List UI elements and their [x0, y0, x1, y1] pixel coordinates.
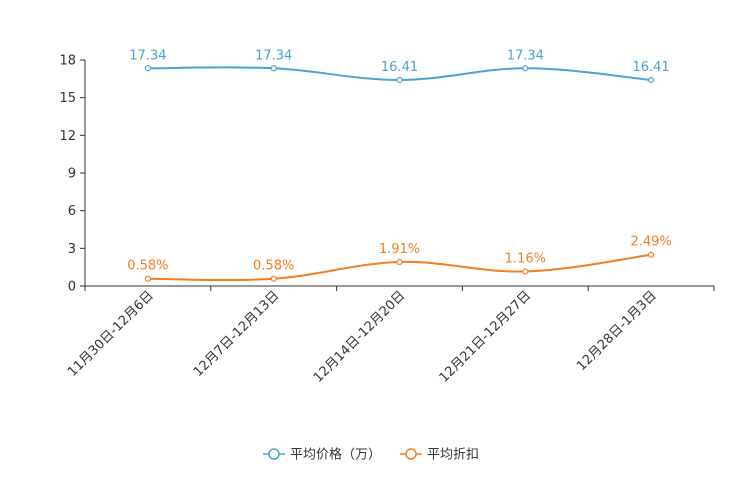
data-point[interactable]: [270, 65, 277, 72]
data-label: 16.41: [632, 60, 669, 75]
data-label: 1.91%: [379, 242, 420, 257]
y-tick-label: 0: [68, 280, 76, 295]
data-label: 17.34: [507, 48, 544, 63]
data-label: 2.49%: [630, 235, 671, 250]
legend-label: 平均折扣: [427, 448, 479, 463]
data-point[interactable]: [522, 268, 529, 275]
series-points-group: [144, 65, 655, 282]
x-tick-label: 12月14日-12月20日: [311, 288, 408, 385]
x-tick-label: 11月30日-12月6日: [65, 288, 157, 380]
data-label: 17.34: [129, 48, 166, 63]
y-tick-label: 12: [59, 129, 76, 144]
data-label: 16.41: [381, 60, 418, 75]
legend-item-1[interactable]: 平均折扣: [400, 448, 479, 463]
data-point[interactable]: [396, 76, 403, 84]
legend-marker-icon: [405, 448, 417, 460]
axes-group: 0 3 6 9 12 15 18 11月30日-12月6日 12月7日-12月13日 12月14日…: [59, 54, 715, 386]
legend-marker-icon: [268, 448, 280, 460]
data-label: 1.16%: [505, 251, 546, 266]
data-label: 17.34: [255, 48, 292, 63]
y-tick-label: 6: [68, 204, 76, 219]
series-line-1: [147, 253, 652, 282]
x-tick-label: 12月28日-1月3日: [574, 288, 660, 374]
legend-label: 平均价格（万）: [290, 447, 381, 463]
data-label: 0.58%: [127, 259, 168, 274]
data-point[interactable]: [270, 275, 277, 282]
legend[interactable]: 平均价格（万） 平均折扣: [263, 447, 479, 463]
y-tick-label: 3: [68, 242, 76, 257]
y-tick-label: 18: [59, 54, 76, 69]
data-point[interactable]: [396, 258, 403, 266]
y-tick-label: 15: [59, 91, 76, 106]
series-labels-group: 17.34 17.34 16.41 17.34 16.41 0.58% 0.58% 1.91%…: [127, 48, 672, 273]
data-point[interactable]: [647, 251, 655, 258]
data-point[interactable]: [144, 275, 151, 282]
data-point[interactable]: [647, 76, 655, 84]
x-tick-label: 12月7日-12月13日: [191, 288, 283, 380]
legend-item-0[interactable]: 平均价格（万）: [263, 447, 381, 463]
y-tick-label: 9: [68, 167, 76, 182]
data-point[interactable]: [144, 65, 151, 72]
data-label: 0.58%: [253, 259, 294, 274]
x-tick-label: 12月21日-12月27日: [437, 288, 534, 385]
data-point[interactable]: [522, 65, 529, 72]
